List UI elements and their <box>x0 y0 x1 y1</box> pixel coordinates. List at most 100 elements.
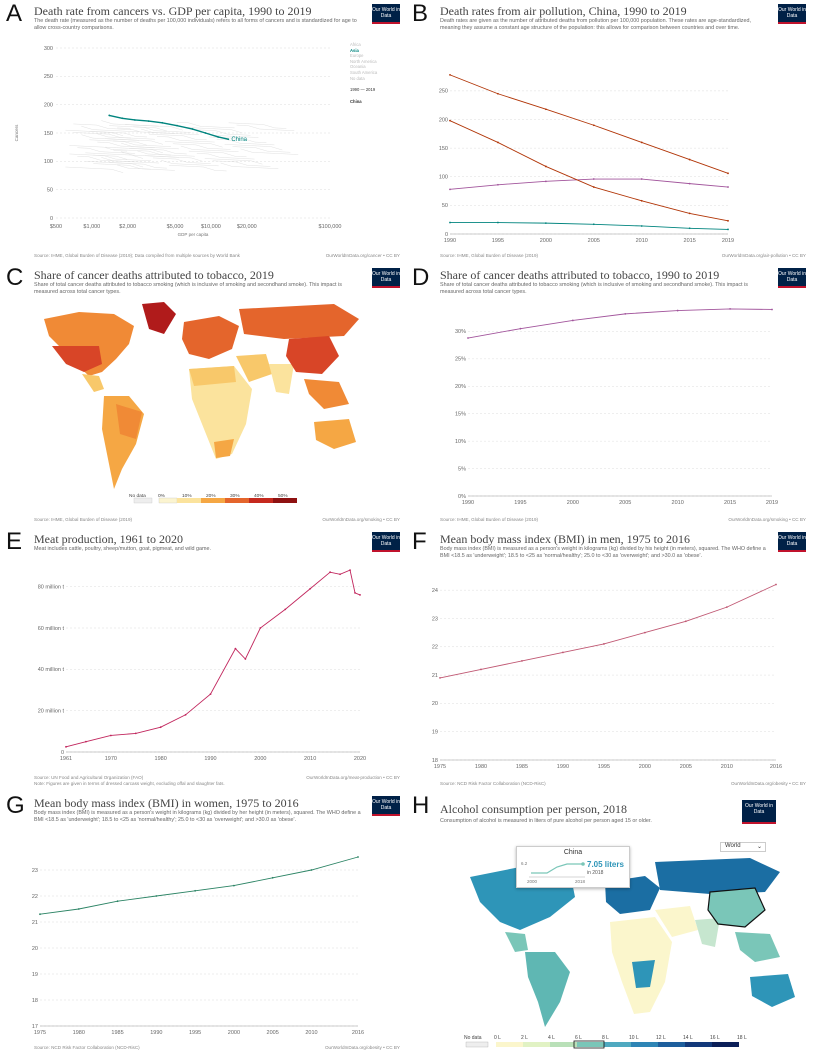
x-tick-label: $2,000 <box>119 224 136 230</box>
data-point <box>147 120 150 122</box>
credit-link[interactable]: OurWorldInData.org/cancer • CC BY <box>325 253 400 258</box>
map-region-china <box>707 887 766 928</box>
y-tick-label: 80 million t <box>38 584 65 590</box>
y-tick-label: 23 <box>432 616 438 622</box>
note-text: Note: Figures are given in terms of dres… <box>34 781 225 786</box>
panel-letter: E <box>6 528 23 555</box>
data-point <box>467 337 469 339</box>
map-region-north-africa <box>189 366 236 386</box>
map-region-central-america <box>82 374 104 392</box>
x-axis-label: GDP per capita <box>178 232 209 237</box>
world-map-alcohol[interactable] <box>410 792 810 1054</box>
panel-letter: A <box>6 0 23 27</box>
data-point <box>544 108 547 111</box>
credit-link[interactable]: OurWorldInData.org/air-pollution • CC BY <box>721 253 806 258</box>
y-tick-label: 0 <box>50 216 53 222</box>
credit-link[interactable]: OurWorldInData.org/meat-production • CC … <box>306 775 400 780</box>
data-point <box>339 573 341 576</box>
color-scale <box>133 497 297 504</box>
data-point <box>497 92 499 95</box>
x-tick-label: 1975 <box>34 1030 46 1036</box>
data-point <box>676 309 679 312</box>
y-tick-label: 30% <box>455 329 466 335</box>
region-dropdown[interactable]: World ⌄ <box>720 842 766 852</box>
legend-item[interactable]: Europe <box>350 53 364 59</box>
y-tick-label: 50 <box>47 187 53 193</box>
chart-title: Mean body mass index (BMI) in women, 197… <box>34 796 299 810</box>
panel-letter: D <box>412 264 430 291</box>
background-trace <box>148 133 207 140</box>
legend-item[interactable]: Asia <box>350 47 359 53</box>
owid-logo: Our World in Data <box>372 268 400 288</box>
data-point <box>357 856 359 858</box>
chart-title: Mean body mass index (BMI) in men, 1975 … <box>440 532 690 546</box>
data-point <box>544 165 547 168</box>
data-point <box>349 569 351 572</box>
panel-letter: G <box>6 792 25 819</box>
background-trace <box>105 146 163 154</box>
legend-item[interactable]: No data <box>350 75 365 81</box>
data-point <box>771 308 773 311</box>
y-tick-label: 0 <box>445 232 448 238</box>
legend-item[interactable]: Africa <box>350 42 361 47</box>
x-tick-label: 2015 <box>684 238 696 244</box>
x-tick-label: 2016 <box>770 764 782 770</box>
x-tick-label: 1995 <box>492 238 504 244</box>
map-region-middle-east <box>236 354 272 382</box>
background-trace <box>204 158 263 165</box>
y-tick-label: 21 <box>432 673 438 679</box>
x-tick-label: 1980 <box>155 756 167 762</box>
legend-item[interactable]: Oceania <box>350 64 366 70</box>
y-axis-label: Cancers <box>14 124 19 142</box>
x-tick-label: 1990 <box>444 238 456 244</box>
chart-title: Share of cancer deaths attributed to tob… <box>34 268 274 282</box>
china-trace <box>109 114 229 140</box>
world-map-tobacco[interactable] <box>4 264 404 526</box>
map-region-central-africa <box>632 960 655 988</box>
background-trace <box>168 165 227 172</box>
background-trace <box>160 160 219 167</box>
sparkline-point <box>581 862 585 866</box>
data-point <box>688 212 691 215</box>
owid-logo: Our World in Data <box>742 800 776 824</box>
data-point <box>544 222 547 225</box>
credit-link[interactable]: OurWorldInData.org/obesity • CC BY <box>324 1045 400 1050</box>
background-trace <box>77 156 136 163</box>
data-point <box>592 124 595 127</box>
series-line <box>467 308 773 339</box>
x-tick-label: 1975 <box>434 764 446 770</box>
credit-link[interactable]: OurWorldInData.org/smoking • CC BY <box>322 517 400 522</box>
scale-label: 40% <box>254 494 264 499</box>
y-tick-label: 5% <box>458 466 466 472</box>
source-text: Source: IHME, Global Burden of Disease (… <box>34 517 133 522</box>
y-tick-label: 250 <box>439 89 448 95</box>
y-tick-label: 10% <box>455 439 466 445</box>
data-point <box>449 221 451 224</box>
map-region-china <box>286 336 339 374</box>
credit-link[interactable]: OurWorldInData.org/smoking • CC BY <box>728 517 806 522</box>
panel-letter: C <box>6 264 24 291</box>
panel-g: G Mean body mass index (BMI) in women, 1… <box>4 792 404 1054</box>
data-point <box>439 677 441 679</box>
legend-item[interactable]: North America <box>350 58 377 64</box>
data-point <box>688 227 691 230</box>
x-tick-label: 1985 <box>516 764 528 770</box>
map-region-central-america <box>505 932 528 952</box>
y-tick-label: 23 <box>32 868 38 874</box>
data-point <box>497 183 499 186</box>
chevron-down-icon: ⌄ <box>756 844 762 850</box>
background-trace <box>65 166 124 173</box>
owid-logo: Our World in Data <box>778 4 806 24</box>
x-tick-label: 1980 <box>73 1030 85 1036</box>
data-point <box>155 895 158 897</box>
background-trace <box>224 144 283 151</box>
background-trace <box>216 139 275 146</box>
background-trace <box>93 154 151 161</box>
chart-footer: Source: UN Food and Agricultural Organiz… <box>34 775 400 780</box>
y-tick-label: 17 <box>32 1024 38 1030</box>
chart-title: Share of cancer deaths attributed to tob… <box>440 268 720 282</box>
scale-label: 14 L <box>683 1035 693 1041</box>
credit-link[interactable]: OurWorldInData.org/obesity • CC BY <box>730 781 806 786</box>
data-point <box>259 627 262 629</box>
legend-item[interactable]: South America <box>350 69 378 75</box>
